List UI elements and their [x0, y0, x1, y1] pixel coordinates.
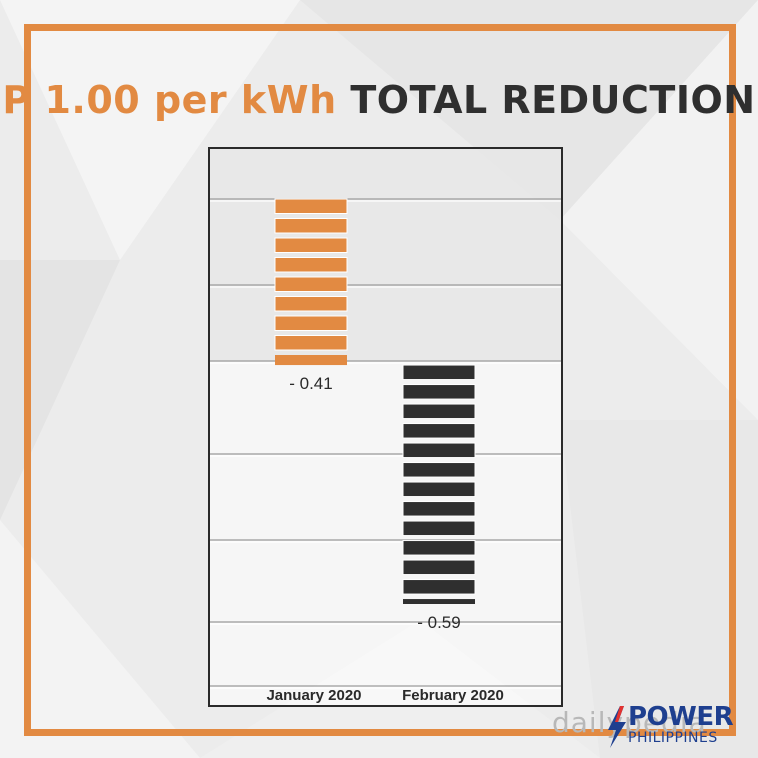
bar-stripe — [403, 599, 475, 604]
bar-stripe — [402, 384, 476, 400]
bar-stripe — [274, 237, 348, 253]
title-rest: TOTAL REDUCTION — [350, 78, 756, 122]
title-accent: P 1.00 per kWh — [2, 78, 337, 122]
bar-stripe — [274, 315, 348, 331]
orange-frame — [24, 24, 736, 736]
bar-stripe — [274, 198, 348, 214]
bar-stripe — [402, 520, 476, 537]
watermark: dailypedia — [552, 706, 707, 739]
bar-stripe — [402, 540, 476, 556]
logo-sub: PHILIPPINES — [628, 730, 718, 746]
bar-stripe — [402, 501, 476, 517]
bar-stripe — [274, 276, 348, 292]
data-label-0: - 0.41 — [289, 374, 332, 393]
bars — [274, 198, 476, 604]
bar-stripe — [402, 364, 476, 381]
bar-stripe — [275, 355, 347, 366]
logo-word: POWER — [628, 702, 734, 732]
bar-stripe — [402, 403, 476, 420]
bar-stripe — [402, 579, 476, 595]
bar-stripe — [274, 335, 348, 351]
data-label-1: - 0.59 — [417, 613, 460, 632]
power-philippines-logo: POWER PHILIPPINES — [606, 702, 746, 752]
category-label-1: February 2020 — [402, 687, 504, 704]
plot-shade — [210, 149, 561, 361]
bar-stripe — [274, 296, 348, 312]
bolt-icon — [608, 706, 626, 748]
bar-stripe — [402, 442, 476, 459]
category-label-0: January 2020 — [266, 687, 361, 704]
bar-stripe — [402, 481, 476, 498]
bar-stripe — [402, 462, 476, 478]
bar-stripe — [402, 423, 476, 439]
bar-stripe — [274, 257, 348, 273]
bar-stripe — [274, 218, 348, 234]
bar-stripe — [402, 559, 476, 576]
gridlines — [210, 198, 561, 689]
labels: - 0.41 January 2020 - 0.59 February 2020 — [266, 374, 503, 704]
plot-area — [208, 147, 563, 707]
bar-february-2020 — [402, 364, 476, 604]
chart-title: P 1.00 per kWh TOTAL REDUCTION — [0, 78, 758, 122]
bar-january-2020 — [274, 198, 348, 366]
